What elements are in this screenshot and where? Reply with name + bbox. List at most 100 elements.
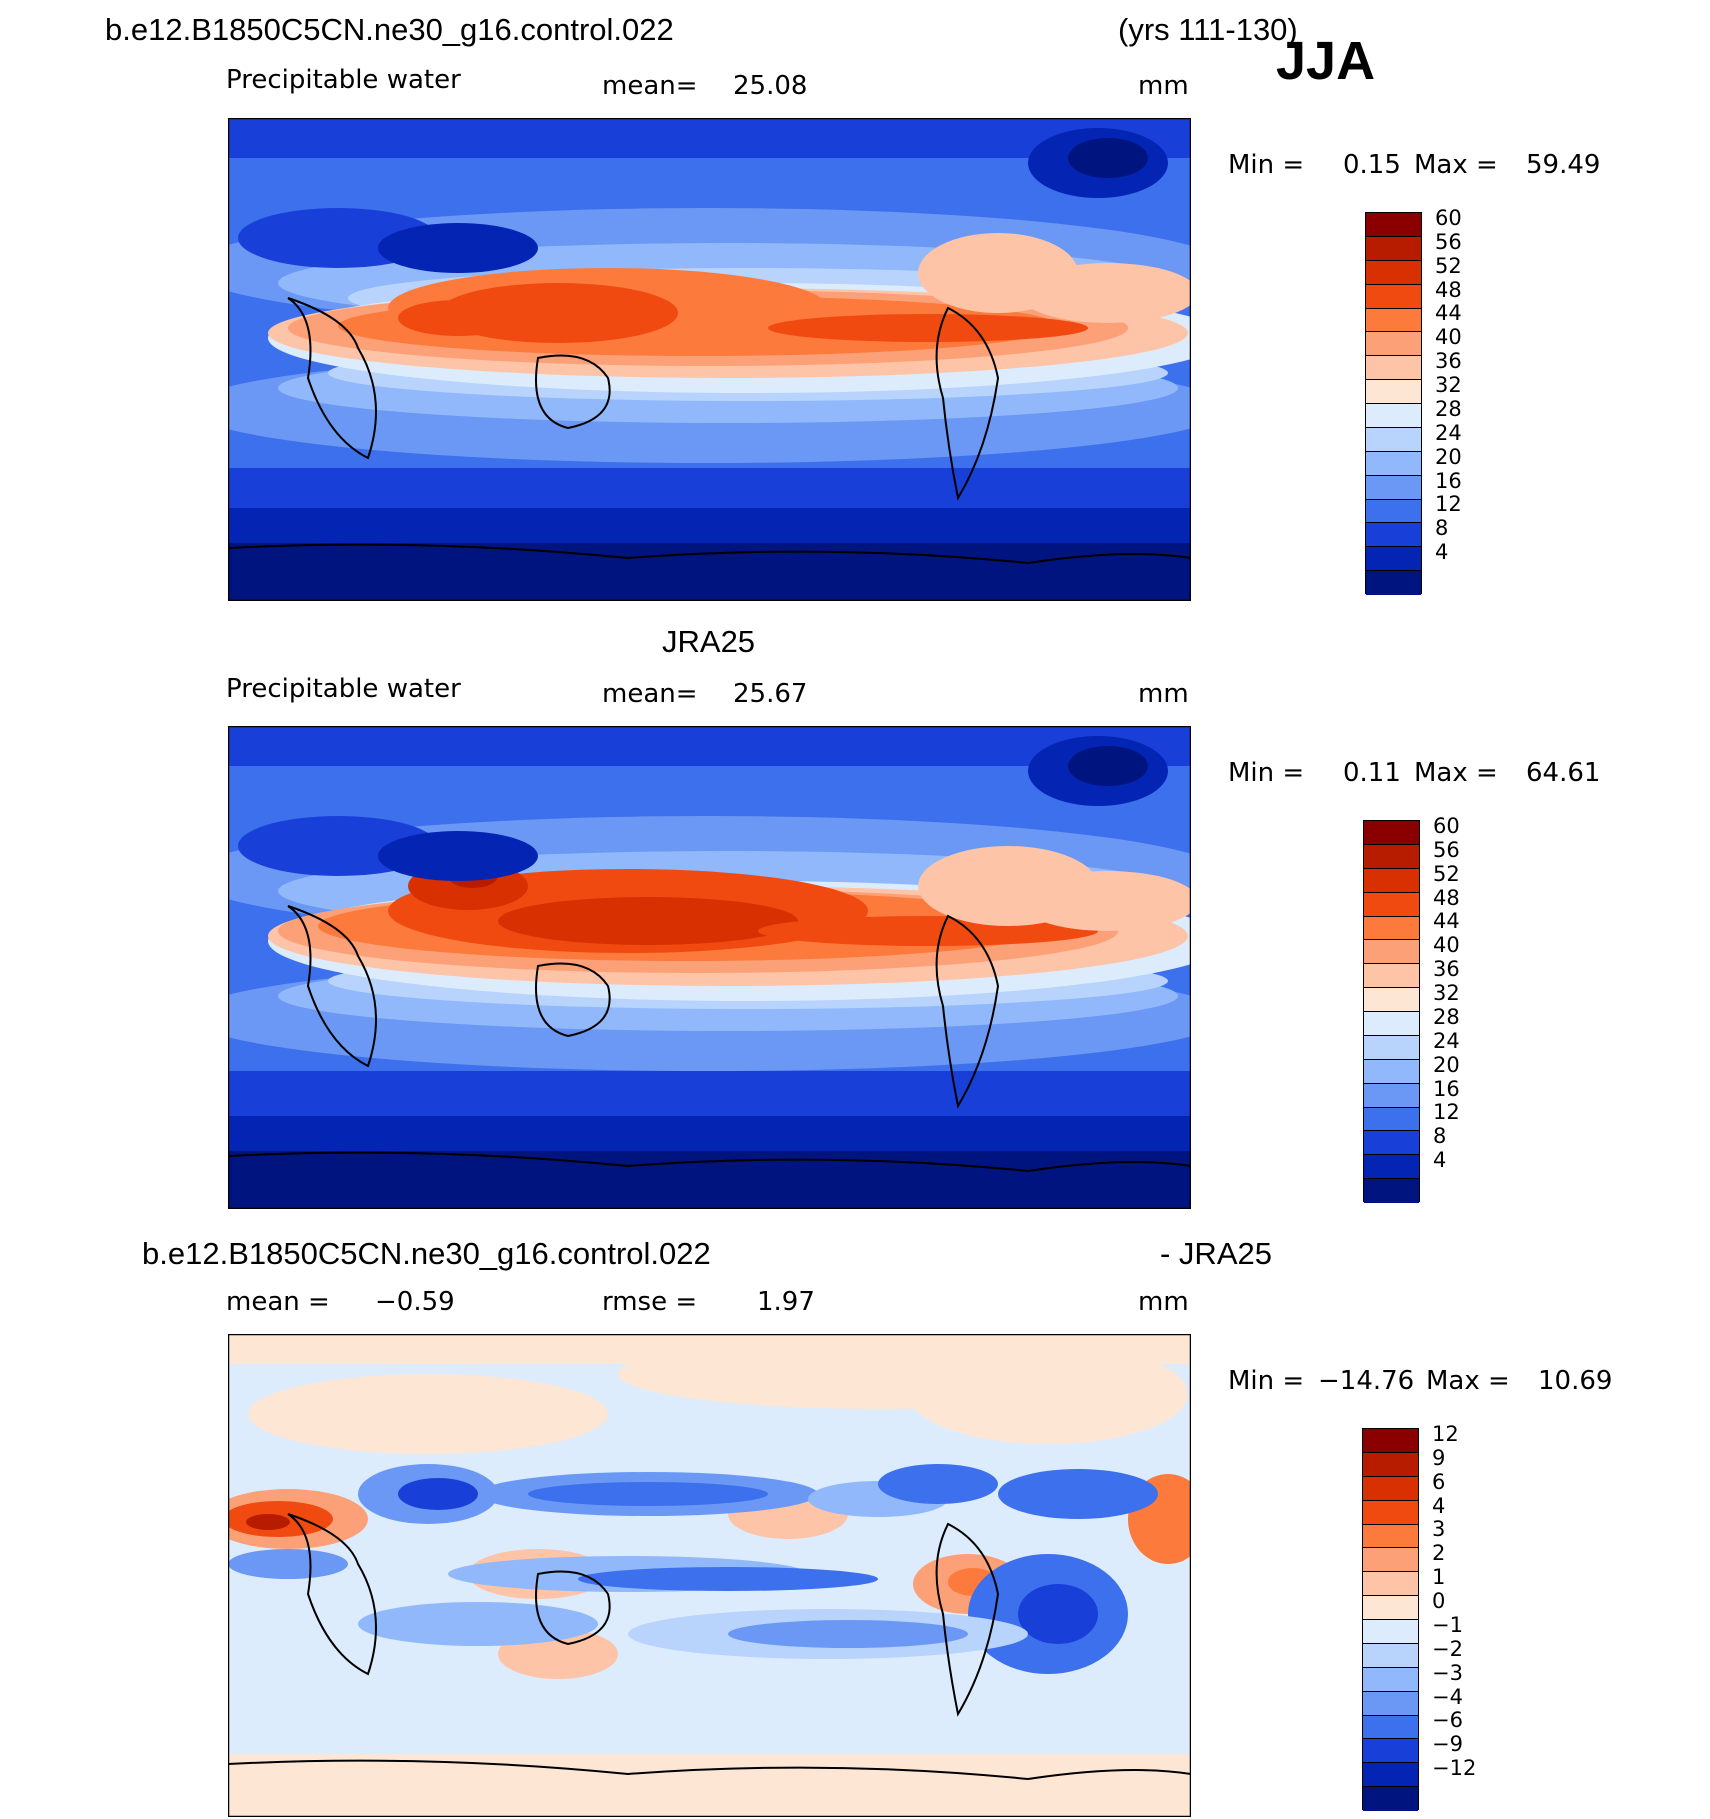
panel1-map [228, 118, 1191, 601]
colorbar-tick-label: −2 [1432, 1636, 1463, 1661]
colorbar-swatch [1364, 964, 1419, 989]
colorbar-swatch [1366, 451, 1421, 476]
colorbar-tick-label: 60 [1435, 205, 1462, 230]
colorbar-tick-label: 24 [1435, 420, 1462, 445]
colorbar-swatch [1366, 260, 1421, 285]
colorbar-swatch [1364, 892, 1419, 917]
panel2-min-label: Min = [1228, 758, 1305, 788]
colorbar-tick-label: 36 [1435, 349, 1462, 374]
colorbar-swatch [1363, 1476, 1418, 1501]
panel3-mean-value: −0.59 [375, 1287, 455, 1317]
colorbar-tick-label: −6 [1432, 1708, 1463, 1733]
colorbar-swatch [1364, 1179, 1419, 1203]
panel3-mean-label: mean = [226, 1287, 330, 1317]
colorbar-tick-label: 56 [1435, 229, 1462, 254]
colorbar-swatch [1366, 427, 1421, 452]
case-name-title: b.e12.B1850C5CN.ne30_g16.control.022 [105, 12, 674, 47]
panel2-mean-label: mean= [602, 679, 698, 709]
panel2-variable: Precipitable water [226, 674, 461, 704]
panel3-rmse-label: rmse = [602, 1287, 698, 1317]
colorbar-swatch [1364, 1059, 1419, 1084]
colorbar-tick-label: −3 [1432, 1660, 1463, 1685]
colorbar-tick-label: −9 [1432, 1732, 1463, 1757]
panel3-title-left: b.e12.B1850C5CN.ne30_g16.control.022 [142, 1236, 711, 1271]
colorbar-tick-label: 8 [1435, 516, 1449, 541]
panel1-units: mm [1138, 71, 1189, 101]
colorbar-swatch [1366, 332, 1421, 357]
colorbar-tick-label: 6 [1432, 1469, 1446, 1494]
colorbar-swatch [1366, 356, 1421, 381]
colorbar-swatch [1364, 1035, 1419, 1060]
colorbar-swatch [1363, 1429, 1418, 1453]
colorbar-swatch [1366, 523, 1421, 548]
colorbar-tick-label: 4 [1432, 1493, 1446, 1518]
panel1-max-label: Max = [1414, 150, 1498, 180]
colorbar-swatch [1363, 1620, 1418, 1644]
colorbar-swatch [1364, 1131, 1419, 1156]
colorbar-swatch [1364, 988, 1419, 1012]
panel2-min-value: 0.11 [1343, 758, 1401, 788]
colorbar-tick-label: −4 [1432, 1684, 1463, 1709]
colorbar-tick-label: 12 [1433, 1100, 1460, 1125]
colorbar-swatch [1364, 916, 1419, 941]
colorbar-swatch [1363, 1548, 1418, 1573]
panel3-colorbar [1362, 1428, 1419, 1811]
colorbar-tick-label: 32 [1435, 373, 1462, 397]
colorbar-tick-label: 52 [1435, 253, 1462, 278]
panel1-colorbar [1365, 212, 1422, 595]
panel1-mean-label: mean= [602, 71, 698, 101]
colorbar-tick-label: 2 [1432, 1541, 1446, 1566]
colorbar-swatch [1363, 1452, 1418, 1477]
colorbar-tick-label: 28 [1435, 396, 1462, 421]
colorbar-tick-label: 4 [1433, 1148, 1447, 1173]
panel2-mean-value: 25.67 [733, 679, 808, 709]
panel3-title-right: - JRA25 [1160, 1236, 1272, 1271]
colorbar-swatch [1366, 213, 1421, 237]
colorbar-swatch [1364, 821, 1419, 845]
colorbar-tick-label: 16 [1433, 1076, 1460, 1101]
panel2-max-value: 64.61 [1526, 758, 1601, 788]
colorbar-swatch [1366, 284, 1421, 309]
colorbar-tick-label: 20 [1435, 444, 1462, 469]
colorbar-tick-label: 56 [1433, 837, 1460, 862]
colorbar-tick-label: 4 [1435, 540, 1449, 565]
colorbar-swatch [1364, 1012, 1419, 1036]
colorbar-swatch [1366, 380, 1421, 404]
panel1-variable: Precipitable water [226, 65, 461, 95]
colorbar-tick-label: 28 [1433, 1004, 1460, 1029]
panel2-max-label: Max = [1414, 758, 1498, 788]
panel2-units: mm [1138, 679, 1189, 709]
panel3-min-value: −14.76 [1318, 1366, 1415, 1396]
panel1-min-label: Min = [1228, 150, 1305, 180]
panel1-max-value: 59.49 [1526, 150, 1601, 180]
colorbar-swatch [1364, 844, 1419, 869]
panel2-title: JRA25 [662, 624, 756, 659]
colorbar-swatch [1363, 1643, 1418, 1668]
colorbar-tick-label: 44 [1435, 301, 1462, 326]
panel3-max-label: Max = [1426, 1366, 1510, 1396]
colorbar-swatch [1363, 1596, 1418, 1620]
panel2-map [228, 726, 1191, 1209]
colorbar-tick-label: 20 [1433, 1052, 1460, 1077]
colorbar-tick-label: 48 [1433, 885, 1460, 910]
colorbar-tick-label: 52 [1433, 861, 1460, 886]
colorbar-swatch [1364, 1107, 1419, 1132]
colorbar-tick-label: −12 [1432, 1756, 1477, 1781]
colorbar-swatch [1366, 308, 1421, 333]
colorbar-swatch [1363, 1667, 1418, 1692]
panel3-min-label: Min = [1228, 1366, 1305, 1396]
colorbar-swatch [1363, 1715, 1418, 1740]
colorbar-swatch [1364, 1083, 1419, 1108]
colorbar-tick-label: 48 [1435, 277, 1462, 302]
colorbar-tick-label: 0 [1432, 1589, 1446, 1613]
colorbar-tick-label: 1 [1432, 1565, 1446, 1590]
colorbar-swatch [1364, 1155, 1419, 1180]
colorbar-swatch [1363, 1524, 1418, 1549]
colorbar-swatch [1366, 404, 1421, 428]
colorbar-swatch [1363, 1691, 1418, 1716]
colorbar-tick-label: 40 [1433, 933, 1460, 958]
colorbar-swatch [1366, 547, 1421, 572]
years-label: (yrs 111-130) [1118, 12, 1298, 47]
colorbar-swatch [1363, 1572, 1418, 1597]
colorbar-swatch [1363, 1500, 1418, 1525]
